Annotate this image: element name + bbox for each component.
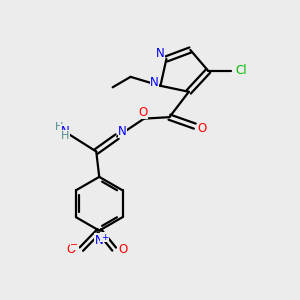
- Text: N: N: [95, 234, 103, 247]
- Text: O: O: [198, 122, 207, 135]
- Text: −: −: [70, 240, 79, 250]
- Text: O: O: [67, 243, 76, 256]
- Text: N: N: [155, 47, 164, 60]
- Text: H: H: [61, 131, 69, 141]
- Text: Cl: Cl: [235, 64, 247, 77]
- Text: N: N: [118, 125, 127, 138]
- Text: N: N: [61, 125, 69, 138]
- Text: O: O: [118, 243, 127, 256]
- Text: H: H: [55, 122, 63, 132]
- Text: O: O: [138, 106, 147, 118]
- Text: N: N: [150, 76, 159, 89]
- Text: +: +: [101, 233, 108, 242]
